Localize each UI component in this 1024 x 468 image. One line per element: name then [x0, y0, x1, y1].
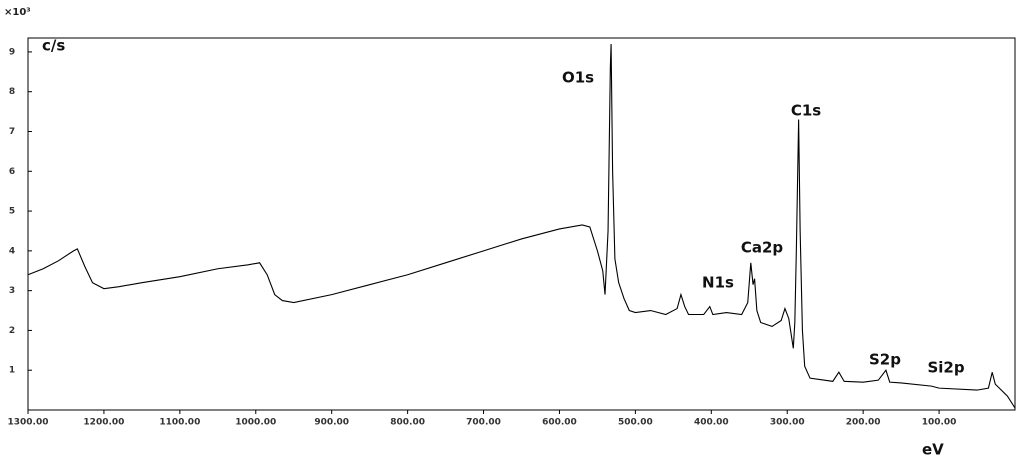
x-tick-label: 600.00 [542, 418, 577, 428]
x-tick-label: 700.00 [466, 418, 501, 428]
peak-label: S2p [869, 351, 901, 369]
x-axis-label: eV [922, 441, 944, 459]
peak-label: O1s [562, 69, 594, 87]
x-tick-label: 1200.00 [83, 418, 124, 428]
x-tick-label: 800.00 [390, 418, 425, 428]
y-tick-label: 7 [9, 127, 15, 137]
spectrum-line [27, 43, 1016, 409]
y-tick-label: 6 [9, 167, 15, 177]
peak-label: Ca2p [741, 239, 784, 257]
peak-label: N1s [702, 274, 734, 292]
x-tick-label: 1100.00 [159, 418, 200, 428]
y-tick-label: 1 [9, 366, 15, 376]
y-axis-label: c/s [42, 37, 65, 55]
x-tick-label: 400.00 [694, 418, 729, 428]
peak-label: Si2p [927, 359, 964, 377]
y-tick-label: 9 [9, 47, 15, 57]
y-tick-label: 4 [9, 246, 15, 256]
x-tick-label: 1000.00 [235, 418, 276, 428]
y-tick-label: 5 [9, 207, 15, 217]
y-tick-label: 2 [9, 326, 15, 336]
x-tick-label: 500.00 [618, 418, 653, 428]
y-multiplier: ×10³ [4, 7, 31, 18]
x-tick-label: 1300.00 [8, 418, 49, 428]
peak-label: C1s [791, 102, 821, 120]
x-tick-label: 200.00 [846, 418, 881, 428]
x-tick-label: 100.00 [922, 418, 957, 428]
plot-frame [27, 37, 1016, 411]
y-tick-label: 3 [9, 286, 15, 296]
x-tick-label: 900.00 [314, 418, 349, 428]
x-tick-label: 300.00 [770, 418, 805, 428]
y-tick-label: 8 [9, 87, 15, 97]
